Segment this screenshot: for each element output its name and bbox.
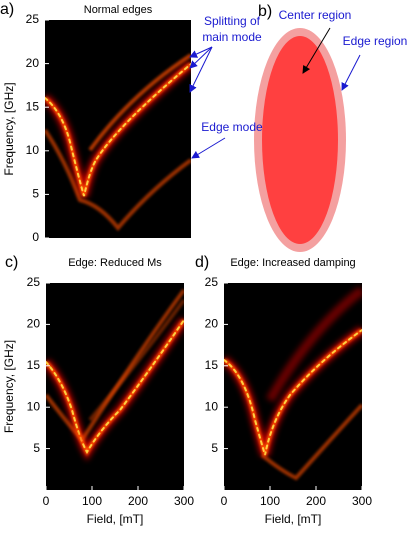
annotation: Splitting of: [204, 14, 261, 28]
y-tick-label: 5: [33, 441, 40, 455]
x-tick-label: 100: [260, 494, 280, 508]
heatmap-d: [224, 286, 362, 481]
label: Center region: [279, 8, 352, 22]
heatmap-c: [46, 288, 184, 461]
heatmap-a: [45, 53, 191, 232]
y-tick-label: 10: [27, 399, 41, 413]
x-axis-label: Field, [mT]: [87, 512, 144, 526]
y-tick-label: 10: [205, 399, 219, 413]
panel-label: b): [258, 3, 272, 20]
x-tick-label: 0: [43, 494, 50, 508]
arrow: [302, 27, 331, 74]
y-tick-label: 0: [32, 230, 39, 244]
x-axis-label: Field, [mT]: [265, 512, 322, 526]
y-tick-label: 15: [26, 99, 40, 113]
chart-title: Edge: Increased damping: [230, 257, 355, 269]
chart-title: Edge: Reduced Ms: [68, 257, 162, 269]
y-tick-label: 5: [32, 187, 39, 201]
arrow: [341, 54, 361, 91]
y-tick-label: 25: [205, 275, 219, 289]
y-tick-label: 25: [27, 275, 41, 289]
x-tick-label: 300: [352, 494, 372, 508]
y-tick-label: 20: [26, 56, 40, 70]
chart-title: Normal edges: [84, 4, 153, 16]
label: Edge region: [343, 34, 408, 48]
arrow: [191, 137, 226, 159]
y-tick-label: 5: [211, 441, 218, 455]
arrow: [189, 46, 213, 93]
annotation: main mode: [202, 30, 262, 44]
panel-label: d): [195, 254, 209, 271]
x-tick-label: 300: [174, 494, 194, 508]
panel-label: a): [0, 1, 14, 18]
y-axis-label: Frequency, [GHz]: [2, 82, 16, 175]
y-tick-label: 15: [27, 358, 41, 372]
center-region: [262, 36, 338, 244]
x-tick-label: 200: [128, 494, 148, 508]
y-tick-label: 20: [27, 317, 41, 331]
x-tick-label: 200: [306, 494, 326, 508]
panel-label: c): [5, 254, 18, 271]
y-tick-label: 15: [205, 358, 219, 372]
x-tick-label: 100: [82, 494, 102, 508]
arrow: [189, 46, 213, 58]
y-tick-label: 25: [26, 12, 40, 26]
y-tick-label: 10: [26, 143, 40, 157]
annotation: Edge mode: [201, 120, 263, 134]
y-axis-label: Frequency, [GHz]: [2, 340, 16, 433]
x-tick-label: 0: [221, 494, 228, 508]
y-tick-label: 20: [205, 317, 219, 331]
arrow: [189, 46, 213, 69]
